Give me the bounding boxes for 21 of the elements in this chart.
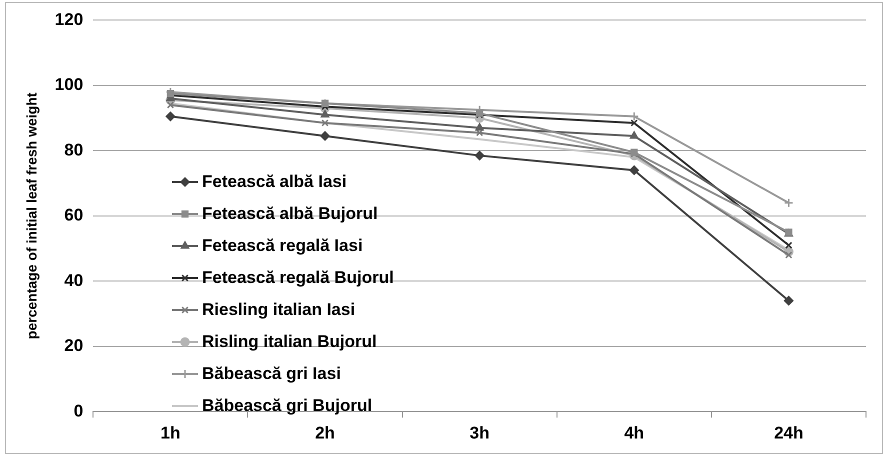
- y-axis-title: percentage of initial leaf fresh weight: [23, 92, 40, 340]
- y-tick-label: 40: [64, 270, 84, 290]
- legend-label: Fetească albă Bujorul: [202, 204, 378, 224]
- y-tick-label: 60: [64, 206, 84, 225]
- y-tick-label: 80: [64, 140, 84, 160]
- y-tick-label: 100: [54, 75, 84, 94]
- x-tick-label: 24h: [774, 423, 804, 442]
- legend-label: Fetească regală Bujorul: [202, 268, 394, 288]
- x-tick-label: 2h: [315, 423, 335, 442]
- legend-label: Risling italian Bujorul: [202, 332, 377, 352]
- legend-label: Băbească gri Iasi: [202, 364, 341, 384]
- x-tick-label: 3h: [470, 423, 490, 442]
- y-tick-label: 120: [54, 10, 84, 29]
- legend-label: Riesling italian Iasi: [202, 300, 356, 320]
- legend-label: Fetească albă Iasi: [202, 172, 347, 192]
- legend-label: Fetească regală Iasi: [202, 236, 363, 256]
- legend-label: Băbească gri Bujorul: [202, 396, 372, 416]
- x-tick-label: 4h: [624, 423, 644, 442]
- x-tick-label: 1h: [160, 423, 180, 442]
- y-tick-label: 0: [74, 401, 84, 420]
- y-tick-label: 20: [64, 336, 84, 356]
